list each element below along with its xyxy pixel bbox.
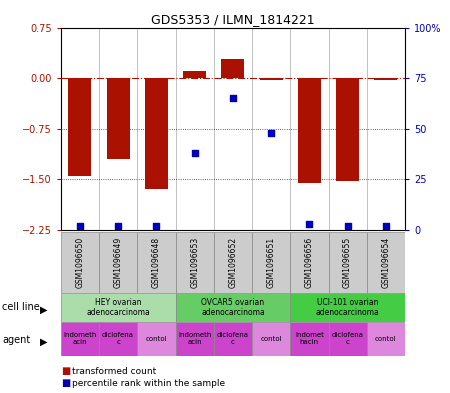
Bar	[107, 78, 130, 159]
Bar	[221, 59, 244, 78]
Text: cell line: cell line	[2, 302, 40, 312]
Point	[153, 223, 160, 229]
Bar	[260, 78, 283, 80]
Bar	[290, 322, 328, 356]
Bar	[214, 232, 252, 293]
Text: GSM1096648: GSM1096648	[152, 237, 161, 288]
Point	[76, 223, 84, 229]
Bar	[68, 78, 91, 176]
Bar	[176, 322, 214, 356]
Bar	[61, 232, 99, 293]
Text: ▶: ▶	[40, 337, 47, 347]
Text: GSM1096653: GSM1096653	[190, 237, 199, 288]
Text: indometh
acin: indometh acin	[63, 332, 97, 345]
Bar	[176, 232, 214, 293]
Bar	[99, 232, 137, 293]
Text: GSM1096652: GSM1096652	[228, 237, 238, 288]
Point	[191, 150, 198, 156]
Text: GSM1096654: GSM1096654	[382, 237, 391, 288]
Bar	[290, 293, 405, 322]
Bar	[298, 78, 321, 183]
Bar	[183, 72, 206, 78]
Text: GSM1096650: GSM1096650	[76, 237, 85, 288]
Bar	[137, 322, 176, 356]
Text: diclofena
c: diclofena c	[102, 332, 134, 345]
Point	[344, 223, 351, 229]
Text: GSM1096649: GSM1096649	[113, 237, 122, 288]
Bar	[145, 78, 168, 189]
Bar	[214, 322, 252, 356]
Text: indometh
acin: indometh acin	[178, 332, 211, 345]
Bar	[290, 232, 328, 293]
Text: ■: ■	[61, 366, 70, 376]
Text: agent: agent	[2, 335, 31, 345]
Text: ■: ■	[61, 378, 70, 388]
Bar	[137, 232, 176, 293]
Text: OVCAR5 ovarian
adenocarcinoma: OVCAR5 ovarian adenocarcinoma	[201, 298, 265, 317]
Text: transformed count: transformed count	[72, 367, 156, 376]
Bar	[61, 322, 99, 356]
Bar	[252, 322, 290, 356]
Text: GSM1096656: GSM1096656	[305, 237, 314, 288]
Text: ▶: ▶	[40, 304, 47, 314]
Text: contol: contol	[260, 336, 282, 342]
Bar	[61, 293, 176, 322]
Bar	[367, 322, 405, 356]
Bar	[252, 232, 290, 293]
Text: UCI-101 ovarian
adenocarcinoma: UCI-101 ovarian adenocarcinoma	[316, 298, 379, 317]
Text: contol: contol	[375, 336, 397, 342]
Point	[267, 130, 274, 136]
Point	[229, 95, 237, 101]
Bar	[99, 322, 137, 356]
Text: diclofena
c: diclofena c	[217, 332, 249, 345]
Text: percentile rank within the sample: percentile rank within the sample	[72, 379, 225, 387]
Point	[306, 221, 313, 227]
Point	[382, 223, 390, 229]
Text: contol: contol	[145, 336, 167, 342]
Bar	[374, 78, 397, 80]
Text: HEY ovarian
adenocarcinoma: HEY ovarian adenocarcinoma	[86, 298, 150, 317]
Bar	[328, 322, 367, 356]
Title: GDS5353 / ILMN_1814221: GDS5353 / ILMN_1814221	[151, 13, 315, 26]
Bar	[328, 232, 367, 293]
Bar	[367, 232, 405, 293]
Bar	[176, 293, 290, 322]
Text: GSM1096651: GSM1096651	[266, 237, 275, 288]
Bar	[336, 78, 359, 181]
Text: indomet
hacin: indomet hacin	[295, 332, 324, 345]
Point	[114, 223, 122, 229]
Text: diclofena
c: diclofena c	[332, 332, 364, 345]
Text: GSM1096655: GSM1096655	[343, 237, 352, 288]
